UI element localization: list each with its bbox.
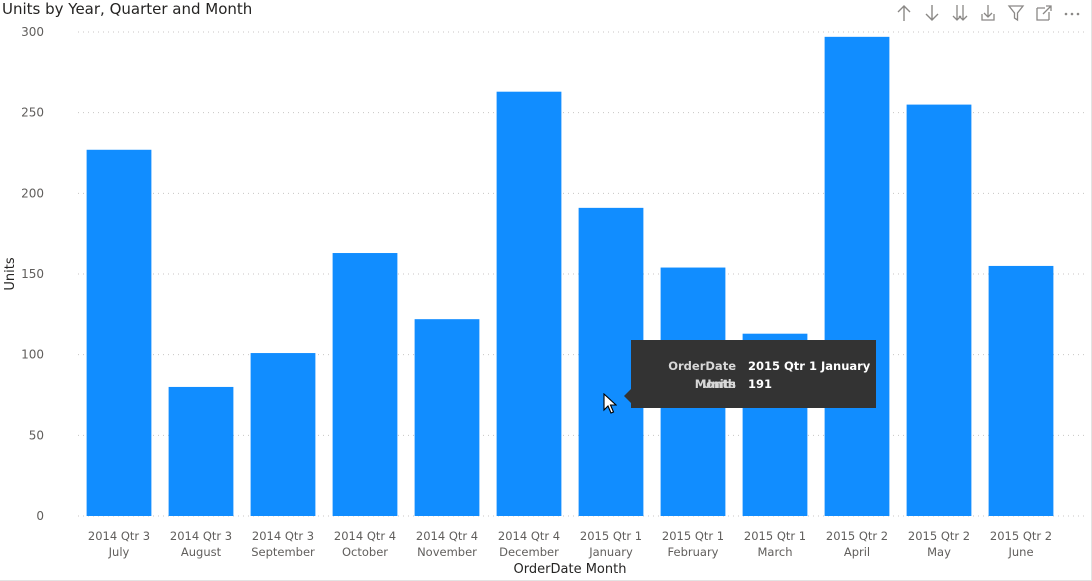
x-tick-label-month: February: [668, 545, 719, 559]
expand-hierarchy-icon[interactable]: [977, 3, 999, 23]
x-tick-label-period: 2015 Qtr 2: [990, 529, 1052, 543]
y-tick-label: 100: [21, 348, 44, 362]
x-tick-label-period: 2015 Qtr 1: [580, 529, 642, 543]
x-tick-label-period: 2015 Qtr 1: [662, 529, 724, 543]
x-tick-label-month: December: [499, 545, 559, 559]
tooltip-row-units: Units 191: [631, 375, 876, 393]
x-tick-label-period: 2014 Qtr 4: [498, 529, 560, 543]
x-tick-label-period: 2014 Qtr 3: [252, 529, 314, 543]
tooltip: OrderDate Month 2015 Qtr 1 January Units…: [624, 340, 876, 408]
y-tick-label: 250: [21, 106, 44, 120]
tooltip-row-category: OrderDate Month 2015 Qtr 1 January: [631, 357, 876, 391]
y-tick-label: 150: [21, 267, 44, 281]
y-tick-label: 200: [21, 186, 44, 200]
chart-title: Units by Year, Quarter and Month: [2, 0, 253, 18]
tooltip-value: 2015 Qtr 1 January: [748, 359, 871, 373]
x-tick-label-period: 2014 Qtr 4: [334, 529, 396, 543]
y-tick-label: 50: [29, 428, 44, 442]
tooltip-key: OrderDate Month: [668, 359, 736, 391]
x-tick-label-period: 2014 Qtr 3: [88, 529, 150, 543]
mouse-pointer-icon: [603, 393, 617, 414]
tooltip-value: 191: [748, 377, 773, 391]
drill-up-icon[interactable]: [893, 3, 915, 23]
bar[interactable]: [988, 265, 1054, 516]
x-tick-label-month: January: [588, 545, 633, 559]
x-tick-label-period: 2014 Qtr 3: [170, 529, 232, 543]
y-axis-title: Units: [3, 257, 18, 290]
bars: [86, 36, 1054, 517]
y-tick-label: 0: [36, 509, 44, 523]
visual-header-toolbar: [893, 3, 1083, 23]
x-axis-title: OrderDate Month: [514, 562, 627, 577]
x-tick-label-month: October: [342, 545, 388, 559]
x-tick-label-month: July: [108, 545, 130, 559]
bar[interactable]: [250, 353, 316, 516]
more-options-icon[interactable]: [1061, 3, 1083, 23]
x-tick-label-month: May: [927, 545, 951, 559]
x-tick-label-month: April: [844, 545, 870, 559]
tooltip-key: Units: [702, 377, 736, 391]
x-axis-ticks: 2014 Qtr 3 July 2014 Qtr 3 August 2014 Qtr 3…: [88, 529, 1052, 559]
filter-icon[interactable]: [1005, 3, 1027, 23]
x-tick-label-month: September: [251, 545, 315, 559]
drill-down-icon[interactable]: [921, 3, 943, 23]
bar[interactable]: [824, 36, 890, 517]
bar[interactable]: [168, 386, 234, 516]
go-to-next-level-icon[interactable]: [949, 3, 971, 23]
bar[interactable]: [414, 319, 480, 516]
bar[interactable]: [906, 104, 972, 516]
x-tick-label-period: 2015 Qtr 2: [908, 529, 970, 543]
y-axis-ticks: 0 50 100 150 200 250 300: [21, 25, 44, 523]
bar[interactable]: [332, 253, 398, 516]
x-tick-label-period: 2014 Qtr 4: [416, 529, 478, 543]
x-tick-label-month: November: [417, 545, 477, 559]
x-tick-label-month: June: [1007, 545, 1033, 559]
bar[interactable]: [86, 149, 152, 517]
focus-mode-icon[interactable]: [1033, 3, 1055, 23]
x-tick-label-period: 2015 Qtr 2: [826, 529, 888, 543]
y-tick-label: 300: [21, 25, 44, 39]
x-tick-label-month: August: [181, 545, 222, 559]
x-tick-label-month: March: [757, 545, 792, 559]
x-tick-label-period: 2015 Qtr 1: [744, 529, 806, 543]
bar[interactable]: [496, 91, 562, 517]
